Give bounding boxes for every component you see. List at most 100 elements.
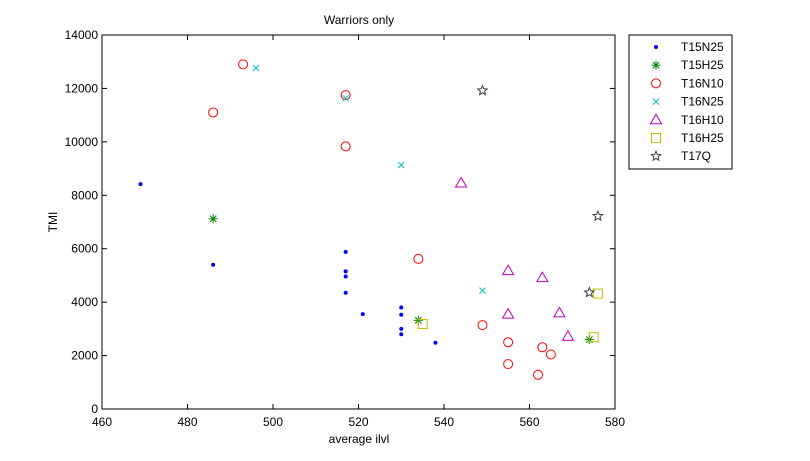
plot-area: 460 480 500 520 540 560 580 0 2000 4000 6000 8000 1… <box>65 28 626 429</box>
legend-marker <box>651 78 661 89</box>
circle-shape <box>503 337 514 348</box>
data-point <box>343 249 348 254</box>
series-t15n25 <box>138 182 438 345</box>
dot-shape <box>360 312 365 317</box>
star-shape <box>476 84 489 96</box>
data-point <box>399 326 404 331</box>
legend-item: T17Q <box>649 149 711 163</box>
circle-shape <box>413 253 424 264</box>
y-tick-label: 8000 <box>71 188 98 202</box>
y-tick-label: 4000 <box>71 295 98 309</box>
dot-shape <box>399 332 404 337</box>
square-shape <box>588 332 599 343</box>
circle-shape <box>651 78 661 89</box>
asterisk-stroke <box>652 61 660 69</box>
legend-marker <box>651 133 661 143</box>
data-point <box>479 287 486 295</box>
x-stroke <box>397 161 405 169</box>
triangle-shape <box>535 271 549 283</box>
data-point <box>252 64 260 72</box>
data-point <box>561 329 575 341</box>
data-point <box>413 253 424 264</box>
triangle-shape <box>501 264 515 276</box>
data-point <box>454 176 468 188</box>
square-shape <box>651 133 661 143</box>
y-tick-label: 10000 <box>65 135 99 149</box>
star-shape <box>591 209 604 222</box>
dot-shape <box>433 340 438 345</box>
legend-label: T15H25 <box>681 58 724 72</box>
data-point <box>343 290 348 295</box>
legend-item: T15H25 <box>651 58 724 72</box>
x-axis-label: average ilvl <box>329 432 390 446</box>
data-point <box>342 94 350 102</box>
series-t16h10 <box>454 176 575 341</box>
data-point <box>397 161 405 169</box>
asterisk-stroke <box>209 215 217 223</box>
data-point <box>340 141 351 152</box>
dot-shape <box>343 274 348 279</box>
data-point <box>476 84 489 96</box>
series-t16n10 <box>208 59 556 380</box>
series-t17q <box>476 84 604 298</box>
data-point <box>211 262 216 267</box>
triangle-shape <box>501 307 515 319</box>
x-tick-label: 480 <box>177 415 197 429</box>
data-point <box>537 342 548 353</box>
y-axis-label: TMI <box>46 212 60 233</box>
x-tick-label: 460 <box>92 415 112 429</box>
data-point <box>399 305 404 310</box>
circle-shape <box>533 369 544 380</box>
legend-box <box>628 34 733 170</box>
circle-shape <box>477 320 488 331</box>
y-axis: 0 2000 4000 6000 8000 10000 12000 14000 <box>65 28 615 416</box>
data-point <box>583 286 596 298</box>
data-point <box>501 307 515 319</box>
dot-shape <box>138 182 143 187</box>
data-point <box>208 214 218 224</box>
x-stroke <box>342 94 350 102</box>
y-tick-label: 0 <box>91 402 98 416</box>
legend-item: T16H25 <box>651 131 724 145</box>
data-point <box>399 332 404 337</box>
dot-shape <box>343 249 348 254</box>
y-tick-label: 14000 <box>65 28 99 42</box>
star-shape <box>649 149 663 162</box>
triangle-shape <box>649 113 663 125</box>
data-point <box>433 340 438 345</box>
data-point <box>533 369 544 380</box>
legend-item: T16H10 <box>649 113 724 127</box>
data-point <box>503 359 514 370</box>
circle-shape <box>340 90 351 101</box>
star-shape <box>583 286 596 298</box>
legend-marker <box>649 113 663 125</box>
dot-shape <box>399 326 404 331</box>
x-tick-label: 540 <box>434 415 454 429</box>
data-point <box>545 349 556 360</box>
data-point <box>588 332 599 343</box>
data-point <box>343 274 348 279</box>
legend-label: T16H25 <box>681 131 724 145</box>
legend-item: T16N10 <box>651 76 724 90</box>
data-point <box>340 90 351 101</box>
data-point <box>138 182 143 187</box>
legend-label: T16H10 <box>681 113 724 127</box>
y-tick-label: 12000 <box>65 81 99 95</box>
dot-shape <box>654 45 658 49</box>
legend-marker <box>652 98 660 105</box>
square-shape <box>592 288 603 299</box>
data-point <box>592 288 603 299</box>
x-tick-label: 580 <box>605 415 625 429</box>
legend-label: T17Q <box>681 149 711 163</box>
triangle-shape <box>553 306 566 318</box>
series-t16n25 <box>252 64 486 295</box>
chart-title: Warriors only <box>324 13 394 27</box>
triangle-shape <box>561 329 575 341</box>
dot-shape <box>399 312 404 317</box>
x-stroke <box>652 98 660 105</box>
circle-shape <box>238 59 249 70</box>
data-point <box>399 312 404 317</box>
legend-marker <box>654 45 658 49</box>
data-point <box>208 107 219 118</box>
